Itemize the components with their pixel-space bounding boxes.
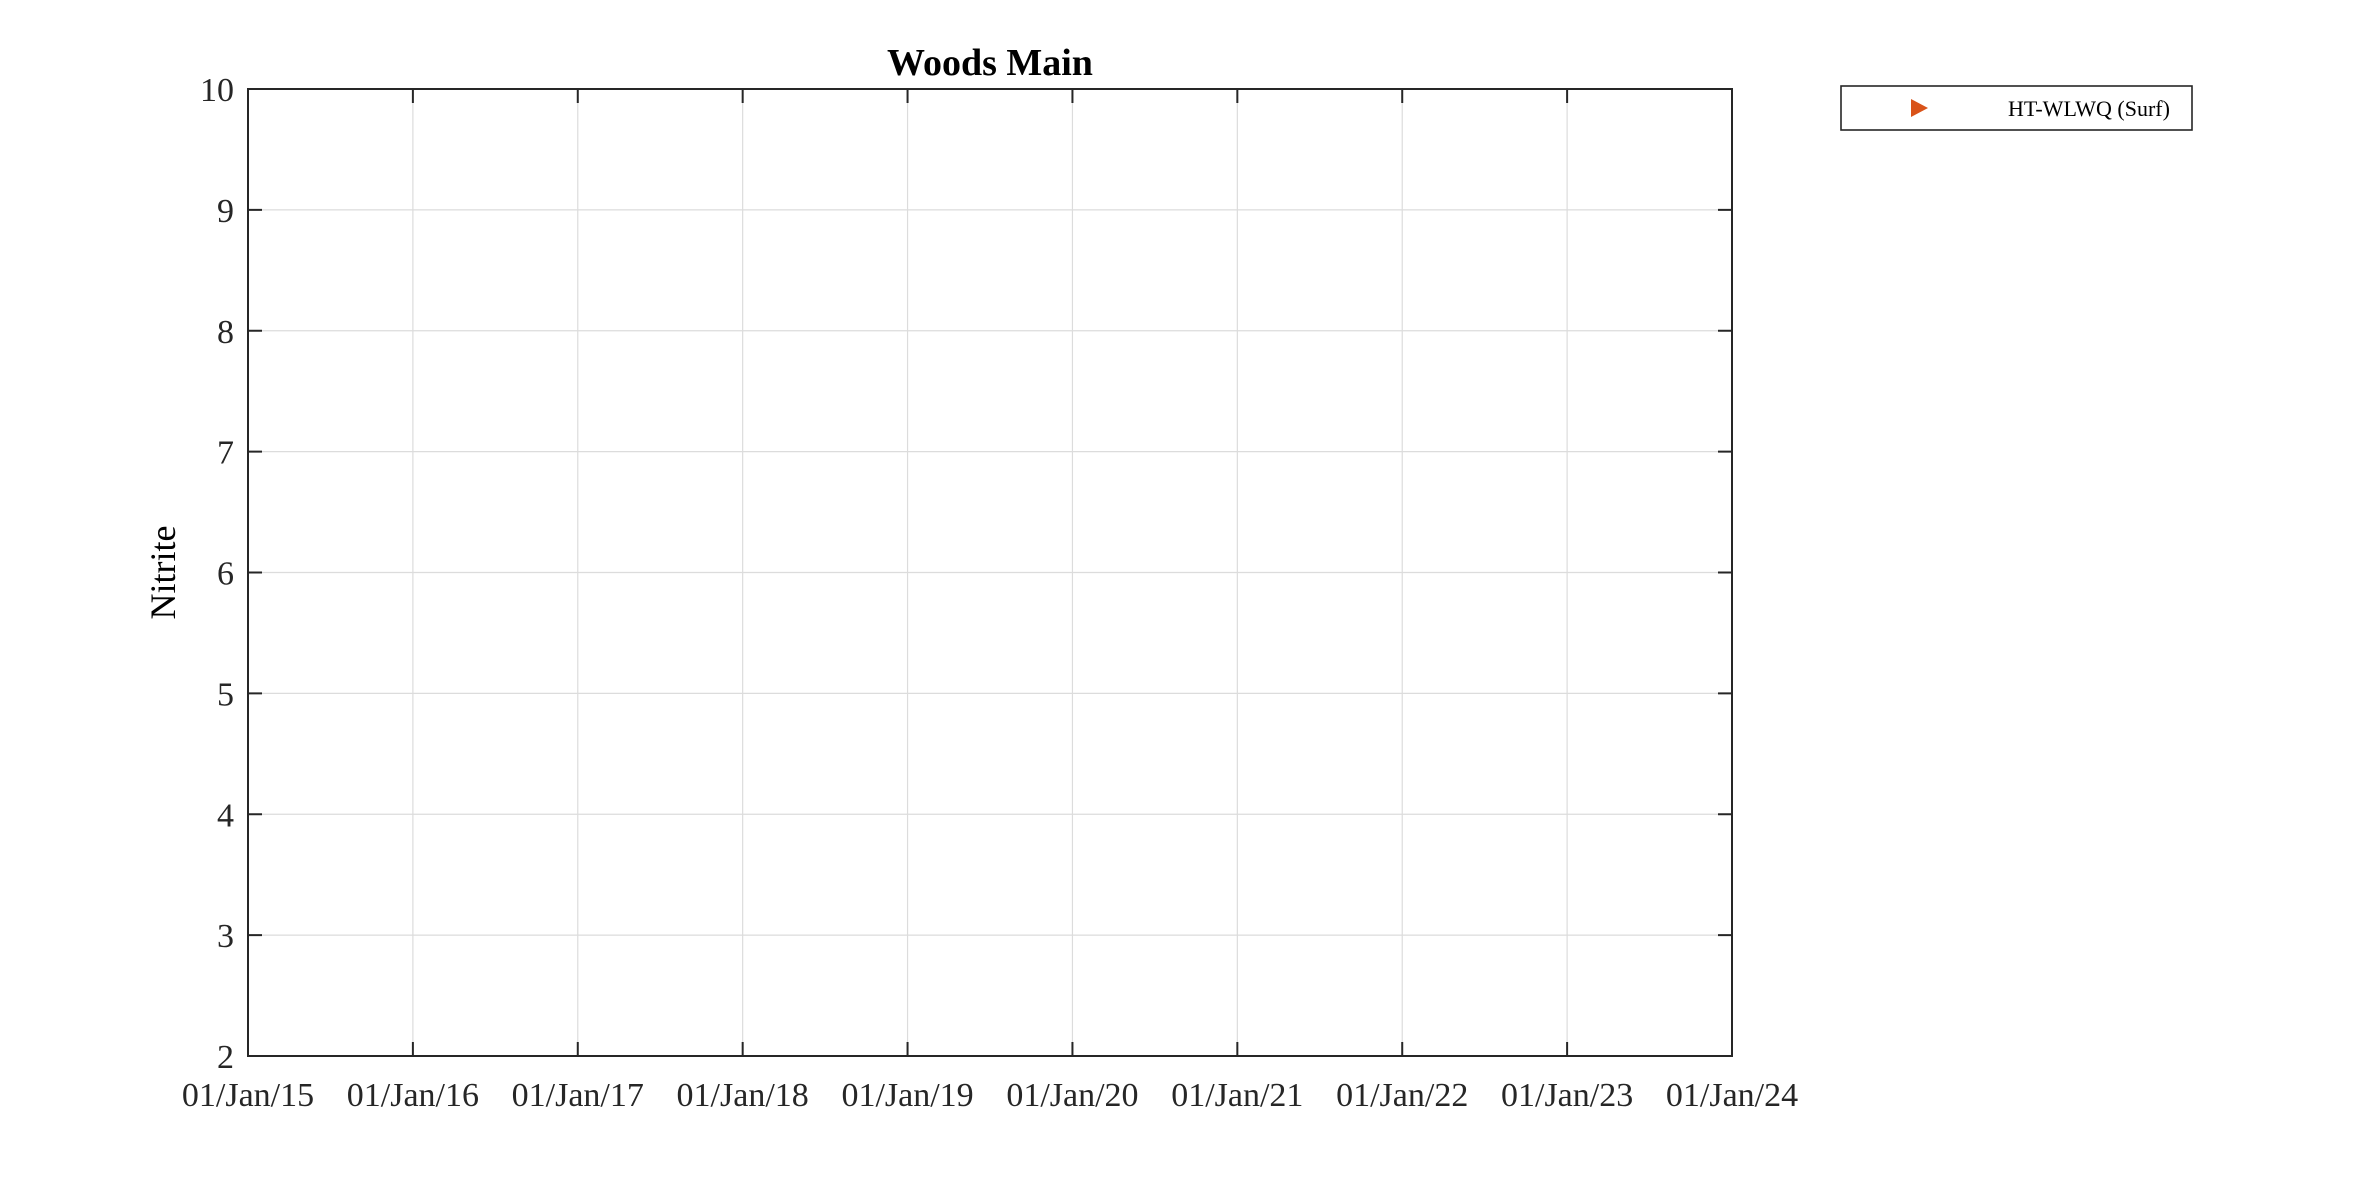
- x-tick-label: 01/Jan/23: [1501, 1077, 1633, 1114]
- grid-lines: [248, 89, 1732, 1056]
- x-tick-label: 01/Jan/20: [1006, 1077, 1138, 1114]
- x-tick-label: 01/Jan/22: [1336, 1077, 1468, 1114]
- legend-entry-label: HT-WLWQ (Surf): [2008, 96, 2170, 121]
- legend-marker-triangle-right-icon: [1911, 99, 1928, 117]
- y-tick-label: 2: [217, 1039, 234, 1076]
- y-tick-label: 5: [217, 676, 234, 713]
- y-axis-label: Nitrite: [143, 526, 183, 620]
- y-tick-label: 7: [217, 435, 234, 472]
- y-tick-label: 10: [200, 72, 234, 109]
- chart-title: Woods Main: [887, 42, 1093, 84]
- y-tick-label: 8: [217, 314, 234, 351]
- x-tick-label: 01/Jan/16: [347, 1077, 479, 1114]
- y-tick-label: 3: [217, 918, 234, 955]
- x-tick-label: 01/Jan/24: [1666, 1077, 1798, 1114]
- x-tick-label: 01/Jan/21: [1171, 1077, 1303, 1114]
- legend-box: [1840, 85, 2193, 131]
- x-tick-label: 01/Jan/17: [512, 1077, 644, 1114]
- axis-ticks: 01/Jan/15 01/Jan/16 01/Jan/17 01/Jan/18 01/J…: [182, 72, 1798, 1114]
- x-tick-label: 01/Jan/18: [677, 1077, 809, 1114]
- legend: HT-WLWQ (Surf): [1840, 85, 2193, 131]
- y-tick-label: 9: [217, 193, 234, 230]
- y-tick-label: 6: [217, 556, 234, 593]
- x-tick-label: 01/Jan/19: [841, 1077, 973, 1114]
- y-tick-label: 4: [217, 797, 234, 834]
- x-tick-label: 01/Jan/15: [182, 1077, 314, 1114]
